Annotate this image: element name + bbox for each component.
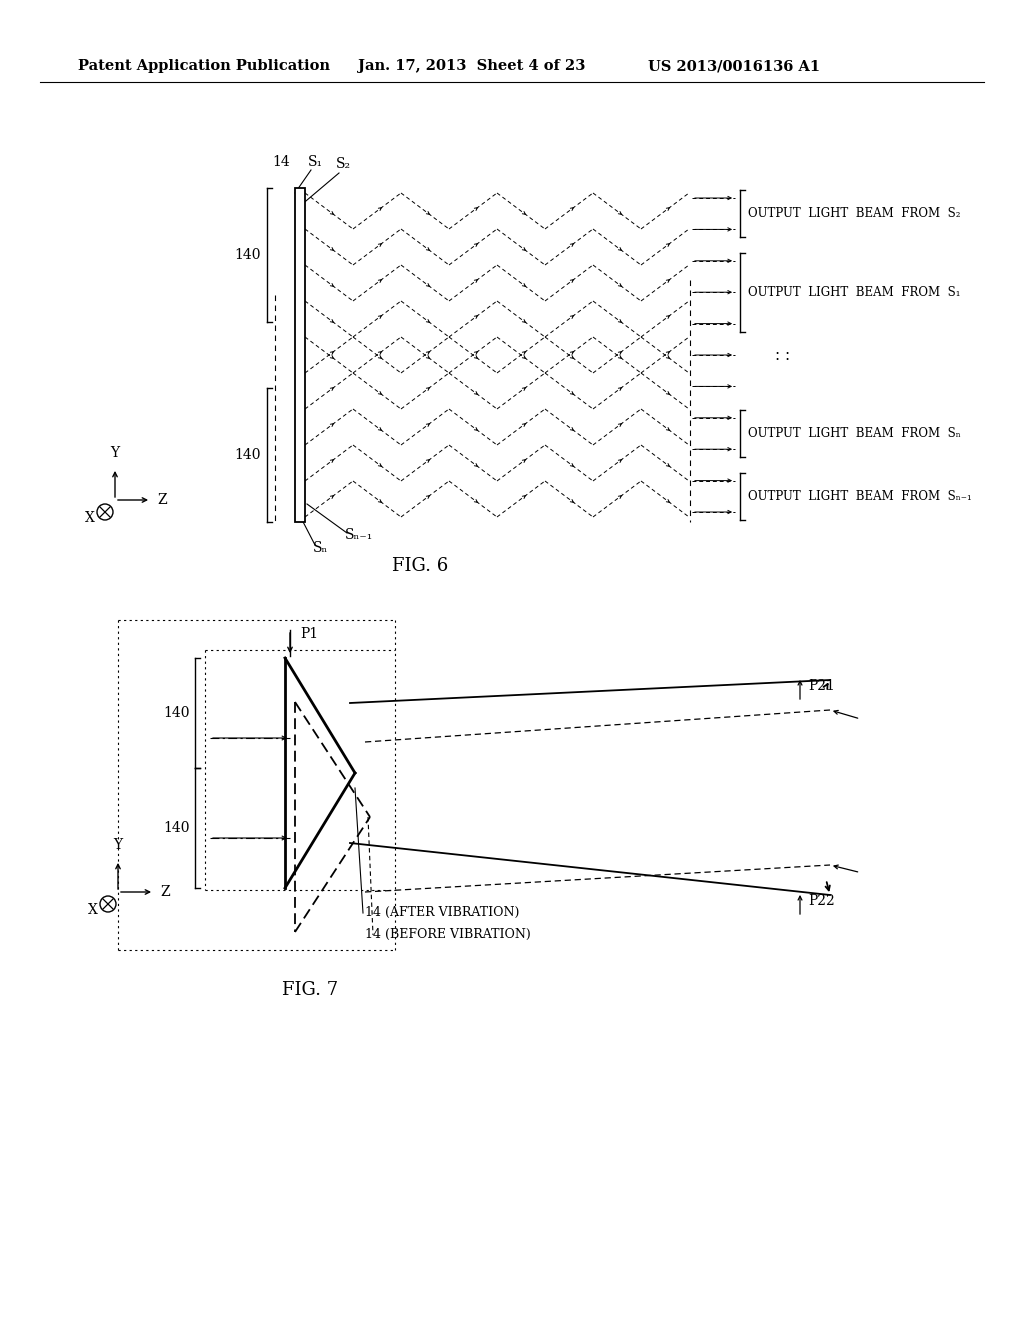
Text: X: X (88, 903, 98, 917)
Text: Patent Application Publication: Patent Application Publication (78, 59, 330, 73)
Text: S₁: S₁ (307, 154, 323, 169)
Text: 140: 140 (164, 706, 190, 719)
Text: US 2013/0016136 A1: US 2013/0016136 A1 (648, 59, 820, 73)
Text: OUTPUT  LIGHT  BEAM  FROM  Sₙ₋₁: OUTPUT LIGHT BEAM FROM Sₙ₋₁ (748, 490, 972, 503)
Text: Z: Z (160, 884, 170, 899)
Text: Z: Z (157, 492, 167, 507)
Text: Sₙ: Sₙ (313, 541, 329, 554)
Text: P1: P1 (300, 627, 318, 642)
Text: S₂: S₂ (336, 157, 350, 172)
Text: OUTPUT  LIGHT  BEAM  FROM  Sₙ: OUTPUT LIGHT BEAM FROM Sₙ (748, 426, 961, 440)
Text: 14 (AFTER VIBRATION): 14 (AFTER VIBRATION) (365, 906, 519, 919)
Text: X: X (85, 511, 95, 525)
Text: FIG. 7: FIG. 7 (282, 981, 338, 999)
Bar (295, 187, 305, 521)
Text: Y: Y (111, 446, 120, 459)
Text: 140: 140 (164, 821, 190, 836)
Text: P22: P22 (808, 894, 835, 908)
Text: : :: : : (775, 347, 791, 363)
Text: 14 (BEFORE VIBRATION): 14 (BEFORE VIBRATION) (365, 928, 530, 941)
Text: 140: 140 (234, 248, 261, 261)
Text: P21: P21 (808, 678, 835, 693)
Text: 14: 14 (272, 154, 290, 169)
Text: 140: 140 (234, 449, 261, 462)
Text: OUTPUT  LIGHT  BEAM  FROM  S₁: OUTPUT LIGHT BEAM FROM S₁ (748, 285, 961, 298)
Text: Jan. 17, 2013  Sheet 4 of 23: Jan. 17, 2013 Sheet 4 of 23 (358, 59, 586, 73)
Text: OUTPUT  LIGHT  BEAM  FROM  S₂: OUTPUT LIGHT BEAM FROM S₂ (748, 207, 961, 220)
Text: Sₙ₋₁: Sₙ₋₁ (345, 528, 374, 543)
Text: FIG. 6: FIG. 6 (392, 557, 449, 576)
Text: Y: Y (114, 838, 123, 851)
